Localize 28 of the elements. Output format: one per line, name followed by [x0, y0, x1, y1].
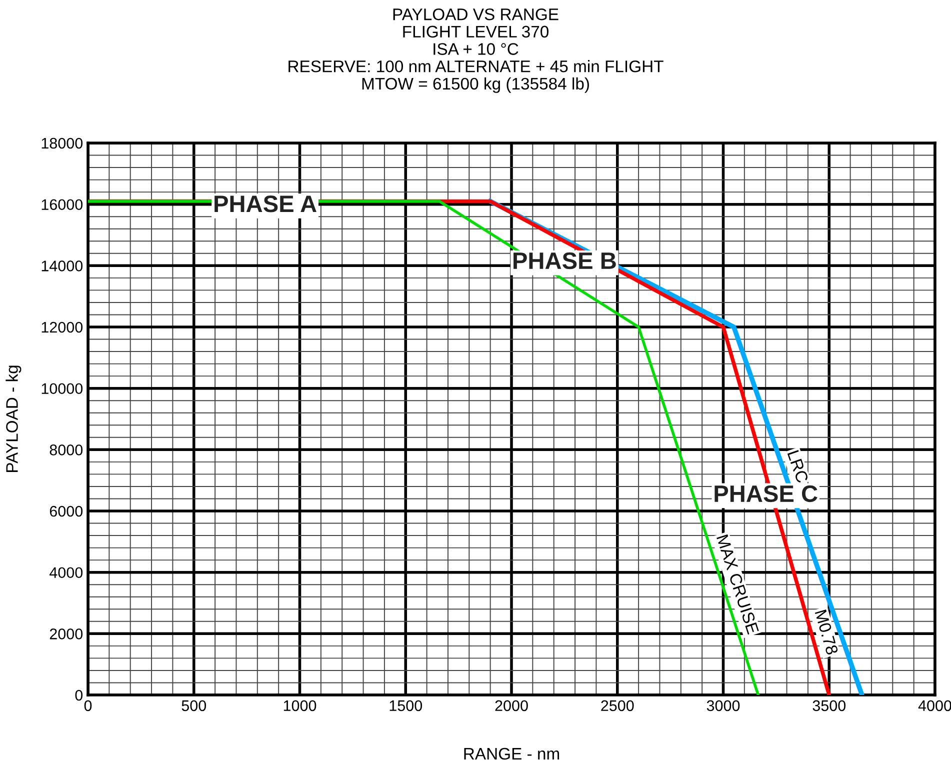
annotation: PHASE C — [714, 485, 818, 502]
y-tick-label: 10000 — [42, 383, 83, 394]
text: LRC — [787, 450, 809, 484]
x-tick-label: 4000 — [918, 700, 951, 712]
chart-subtitle: FLIGHT LEVEL 370 ISA + 10 °C RESERVE: 100 nm ALTERNATE + 45 min FLIGHT MTOW = 61500 kg (135584 lb) — [288, 26, 664, 93]
y-tick-label: 6000 — [50, 506, 83, 517]
y-tick-label: 0 — [75, 690, 83, 701]
x-tick-label: 1000 — [284, 700, 316, 712]
y-tick-label: 8000 — [50, 444, 83, 456]
x-tick-label: 3500 — [812, 700, 846, 712]
y-tick-label: 2000 — [50, 628, 83, 640]
x-tick-label: 2000 — [495, 700, 528, 712]
y-tick-label: 18000 — [42, 138, 83, 149]
x-tick-label: 0 — [84, 700, 92, 712]
y-tick-label: 12000 — [42, 322, 83, 333]
annotation: PHASE B — [514, 252, 616, 270]
x-tick-label: 500 — [182, 700, 206, 712]
y-tick-label: 14000 — [42, 260, 83, 272]
y-tick-label: 16000 — [42, 199, 83, 210]
x-tick-label: 2500 — [601, 700, 634, 712]
x-tick-label: 1500 — [390, 700, 422, 712]
chart-title: PAYLOAD VS RANGE — [393, 8, 558, 20]
y-tick-label: 4000 — [50, 567, 83, 578]
y-axis-title: PAYLOAD - kg — [6, 366, 22, 472]
x-axis-title: RANGE - nm — [464, 748, 560, 760]
annotation: PHASE A — [214, 196, 316, 212]
x-tick-label: 3000 — [706, 700, 740, 712]
text: M0.78 — [814, 609, 838, 656]
